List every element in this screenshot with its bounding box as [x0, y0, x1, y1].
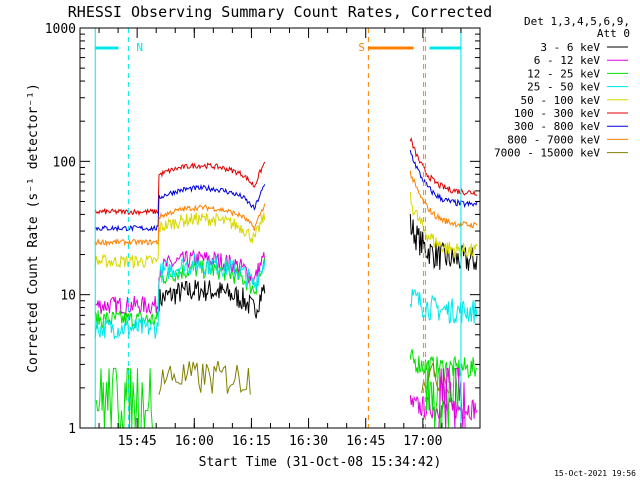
footer-date: 15-Oct-2021 19:56	[554, 469, 636, 478]
chart-title: RHESSI Observing Summary Count Rates, Co…	[68, 3, 492, 21]
series-line-post	[409, 192, 478, 259]
series-line-pre	[94, 212, 266, 269]
series-2	[94, 249, 478, 422]
series-line-pre	[94, 161, 266, 217]
legend-label: 12 - 25 keV	[527, 67, 600, 80]
annotation-1: N	[94, 28, 462, 428]
series-line-post	[409, 136, 478, 196]
y-tick-label: 1000	[45, 22, 76, 37]
annotation-label: S	[358, 41, 365, 54]
annotation-2: S	[358, 28, 425, 428]
series-7	[95, 149, 478, 233]
series-5	[94, 192, 478, 269]
series-line-post	[409, 149, 478, 209]
series-line-pre	[95, 183, 266, 233]
series-line-pre	[158, 279, 266, 319]
legend-label: 800 - 7000 keV	[507, 133, 600, 146]
legend-label: 7000 - 15000 keV	[494, 147, 600, 160]
x-tick-label: 16:00	[175, 434, 214, 449]
annotation-label: N	[136, 41, 143, 54]
x-tick-label: 16:30	[289, 434, 328, 449]
x-tick-label: 16:15	[232, 434, 271, 449]
legend-header-line: Det 1,3,4,5,6,9,	[524, 15, 630, 28]
legend-header-line: Att 0	[597, 27, 630, 40]
series-line-post	[409, 289, 478, 324]
legend-label: 6 - 12 keV	[534, 54, 601, 67]
series-line-pre	[158, 360, 251, 395]
series-line-pre	[94, 252, 266, 339]
y-tick-label: 10	[60, 289, 76, 304]
series-line-post	[409, 170, 478, 229]
legend-label: 25 - 50 keV	[527, 81, 600, 94]
y-tick-label: 100	[53, 155, 76, 170]
plot-area: N S 1 10 100 1000 15:45 16:00 16:15 16:30 16:45 17:…	[45, 22, 481, 449]
x-tick-label: 17:00	[403, 434, 442, 449]
y-tick-label: 1	[68, 422, 76, 437]
series-line-post	[409, 395, 478, 422]
legend-label: 300 - 800 keV	[514, 120, 600, 133]
series-4	[94, 252, 478, 339]
y-axis-label: Corrected Count Rate (s⁻¹ detector⁻¹)	[26, 83, 41, 373]
series-line-pre	[94, 203, 266, 247]
series-line-pre	[94, 257, 266, 329]
plot-frame	[79, 27, 481, 429]
series-line-pre	[94, 249, 266, 316]
series-6	[94, 136, 478, 217]
series-8	[94, 170, 478, 247]
legend-label: 50 - 100 keV	[521, 94, 601, 107]
legend-label: 100 - 300 keV	[514, 107, 600, 120]
legend-label: 3 - 6 keV	[540, 41, 600, 54]
x-tick-label: 16:45	[346, 434, 385, 449]
x-axis-label: Start Time (31-Oct-08 15:34:42)	[199, 455, 442, 470]
x-tick-label: 15:45	[118, 434, 157, 449]
